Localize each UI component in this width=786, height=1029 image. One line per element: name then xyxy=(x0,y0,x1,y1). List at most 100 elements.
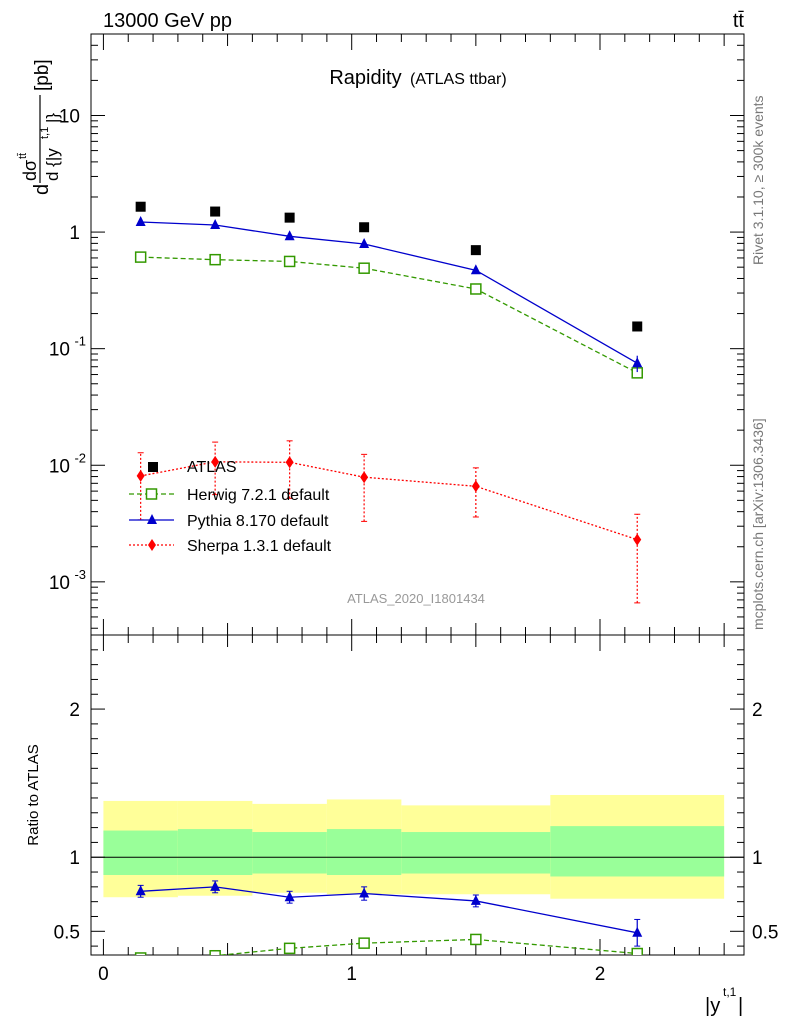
svg-text:d {|y: d {|y xyxy=(43,148,62,181)
series-line-sherpa xyxy=(140,461,638,541)
ratio-axis-ticks: 0 1 2 0.5 0.5 1 1 2 2 xyxy=(54,635,778,985)
legend-atlas-marker xyxy=(148,462,158,472)
data-point-atlas xyxy=(284,212,295,223)
svg-text:d: d xyxy=(31,184,53,195)
data-point-pythia xyxy=(284,230,295,241)
x-axis-label: |y t,1 | xyxy=(705,985,743,1017)
ratio-x-tick-label: 1 xyxy=(346,964,357,985)
legend-item-atlas: ATLAS xyxy=(148,459,237,476)
analysis-label: ATLAS_2020_I1801434 xyxy=(347,591,485,606)
data-point-atlas xyxy=(632,321,643,332)
main-y-tick-label: 10 xyxy=(59,106,80,127)
ratio-y-tick-label-left: 0.5 xyxy=(54,922,80,943)
ratio-point-herwig xyxy=(358,937,370,949)
data-point-sherpa xyxy=(471,480,480,493)
data-point-pythia xyxy=(135,216,146,227)
legend-atlas-label: ATLAS xyxy=(187,459,237,476)
ratio-band-inner xyxy=(177,829,253,875)
ratio-line-herwig xyxy=(216,938,638,955)
data-point-herwig xyxy=(358,262,370,274)
svg-text:|}: |} xyxy=(43,113,62,123)
rivet-version-label: Rivet 3.1.10, ≥ 300k events xyxy=(750,95,766,265)
ratio-y-tick-label-right: 0.5 xyxy=(752,922,778,943)
ratio-x-tick-label: 2 xyxy=(595,964,606,985)
ratio-plot-series xyxy=(134,880,643,955)
data-point-pythia xyxy=(210,219,221,230)
legend-herwig-marker xyxy=(145,488,158,500)
legend: ATLAS Herwig 7.2.1 default Pythia 8.170 … xyxy=(129,459,332,555)
svg-text:|y: |y xyxy=(705,995,720,1017)
ratio-x-tick-label: 0 xyxy=(98,964,109,985)
process-label: tt̄ xyxy=(733,10,745,32)
ratio-uncertainty-bands xyxy=(103,795,725,899)
series-line-herwig xyxy=(140,256,638,374)
data-point-pythia xyxy=(359,238,370,249)
ratio-point-pythia xyxy=(210,880,221,891)
ratio-band-inner xyxy=(550,826,725,877)
ratio-point-pythia xyxy=(632,926,643,937)
legend-sherpa-marker xyxy=(148,539,156,551)
data-point-pythia xyxy=(470,264,481,275)
ratio-y-tick-label-right: 2 xyxy=(752,700,763,721)
ratio-y-tick-label-right: 1 xyxy=(752,848,763,869)
main-y-tick-exponent: -2 xyxy=(74,450,86,465)
data-point-herwig xyxy=(134,251,147,263)
data-point-sherpa xyxy=(211,455,220,468)
ratio-point-herwig xyxy=(283,942,296,955)
legend-sherpa-label: Sherpa 1.3.1 default xyxy=(187,538,332,555)
ratio-band-inner xyxy=(326,829,402,875)
data-point-sherpa xyxy=(285,456,294,469)
ratio-point-pythia xyxy=(470,894,481,905)
legend-herwig-label: Herwig 7.2.1 default xyxy=(187,487,330,504)
collision-energy-label: 13000 GeV pp xyxy=(103,10,232,32)
ratio-line-pythia xyxy=(140,886,638,934)
data-point-sherpa xyxy=(633,533,642,546)
data-point-pythia xyxy=(632,357,643,368)
ratio-band-inner xyxy=(252,832,327,874)
ratio-point-pythia xyxy=(359,887,370,898)
svg-text:t,1: t,1 xyxy=(723,985,737,999)
main-y-tick-label: 10 xyxy=(49,340,70,361)
main-y-axis-label: d dσ tt̄ d {|y t,1 |} [pb] xyxy=(17,59,62,195)
svg-text:|: | xyxy=(738,995,743,1017)
ratio-y-axis-label: Ratio to ATLAS xyxy=(25,744,42,845)
svg-text:t,1: t,1 xyxy=(39,127,51,139)
legend-item-pythia: Pythia 8.170 default xyxy=(129,513,329,530)
ratio-series-clipped xyxy=(134,880,643,955)
ratio-plot-frame xyxy=(90,634,745,956)
mcplots-label: mcplots.cern.ch [arXiv:1306.3436] xyxy=(750,418,766,630)
ratio-point-herwig xyxy=(631,947,643,955)
data-point-atlas xyxy=(359,222,370,233)
legend-pythia-marker xyxy=(147,514,157,524)
ratio-point-pythia xyxy=(135,885,146,896)
main-y-tick-exponent: -1 xyxy=(74,334,86,349)
main-y-tick-exponent: -3 xyxy=(74,567,86,582)
main-y-tick-label: 10 xyxy=(49,573,70,594)
legend-pythia-label: Pythia 8.170 default xyxy=(187,513,329,530)
ratio-y-tick-label-left: 1 xyxy=(69,848,80,869)
data-point-atlas xyxy=(135,201,146,212)
svg-text:dσ: dσ xyxy=(20,160,40,181)
ratio-y-tick-label-left: 2 xyxy=(69,700,80,721)
data-point-atlas xyxy=(210,206,221,217)
svg-text:[pb]: [pb] xyxy=(32,59,53,91)
ratio-point-pythia xyxy=(284,891,295,902)
main-y-tick-label: 10 xyxy=(49,456,70,477)
main-plot-series xyxy=(134,201,643,604)
data-point-sherpa xyxy=(360,471,369,484)
ratio-band-inner xyxy=(401,832,551,874)
svg-text:tt̄: tt̄ xyxy=(17,153,29,159)
legend-item-sherpa: Sherpa 1.3.1 default xyxy=(129,538,332,555)
plot-title: Rapidity (ATLAS ttbar) xyxy=(329,67,506,89)
ratio-point-herwig xyxy=(209,949,221,955)
data-point-herwig xyxy=(209,253,221,266)
data-point-sherpa xyxy=(136,469,145,482)
data-point-atlas xyxy=(470,245,481,256)
series-line-pythia xyxy=(140,221,638,364)
plot-title-sub: (ATLAS ttbar) xyxy=(410,71,507,88)
main-axis-ticks: 10 -3 10 -2 10 -1 1 10 xyxy=(49,33,744,635)
data-point-herwig xyxy=(283,255,296,268)
ratio-point-herwig xyxy=(134,952,147,955)
data-point-herwig xyxy=(470,283,482,295)
